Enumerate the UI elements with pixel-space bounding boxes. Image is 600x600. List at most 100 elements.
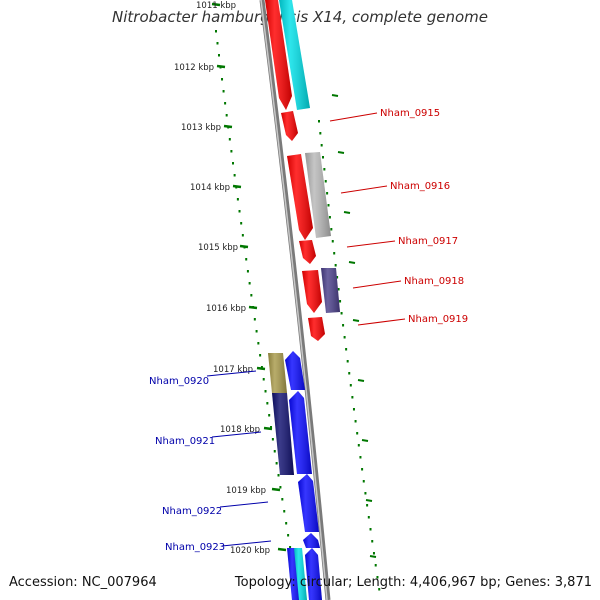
outer-dot bbox=[371, 540, 374, 543]
inner-dot bbox=[238, 210, 241, 213]
inner-dot bbox=[271, 438, 274, 441]
inner-dot bbox=[216, 42, 219, 45]
outer-dot bbox=[345, 348, 348, 351]
inner-dot bbox=[264, 390, 267, 393]
gene-arrow-cyan-shade bbox=[294, 548, 307, 600]
outer-dot bbox=[322, 156, 325, 159]
outer-dot bbox=[349, 384, 352, 387]
gene-label-nham-0917: Nham_0917 bbox=[398, 236, 458, 247]
gene-label-leader bbox=[340, 185, 388, 194]
outer-dot bbox=[339, 300, 342, 303]
outer-dot bbox=[367, 516, 370, 519]
gene-label-leader bbox=[211, 431, 262, 438]
topology-text: Topology: circular; bbox=[234, 575, 353, 590]
scale-tick bbox=[211, 2, 221, 7]
scale-tick bbox=[223, 124, 233, 129]
inner-dot bbox=[240, 222, 243, 225]
gene-arrow-blue-shade bbox=[287, 548, 301, 600]
inner-dot bbox=[273, 450, 276, 453]
scale-tick-label: 1011 kbp bbox=[196, 1, 236, 11]
outer-dot bbox=[327, 204, 330, 207]
inner-dot bbox=[255, 330, 258, 333]
gene-arrow-navy-shade bbox=[272, 393, 294, 475]
outer-dot bbox=[333, 252, 336, 255]
outer-dot bbox=[340, 312, 343, 315]
outer-dot bbox=[354, 420, 357, 423]
gene-label-nham-0918: Nham_0918 bbox=[404, 276, 464, 287]
gene-label-nham-0919: Nham_0919 bbox=[408, 314, 468, 325]
inner-dot bbox=[248, 282, 251, 285]
outer-dot bbox=[369, 528, 372, 531]
outer-dot bbox=[337, 288, 340, 291]
inner-dot bbox=[285, 522, 288, 525]
inner-dot bbox=[228, 138, 231, 141]
inner-dot bbox=[287, 534, 290, 537]
gene-label-leader bbox=[352, 280, 402, 289]
outer-dot bbox=[376, 576, 379, 579]
kbp-scale: 1011 kbp 1012 kbp 1013 kbp 1014 kbp 1015 kbp… bbox=[174, 1, 377, 558]
outer-dot bbox=[342, 324, 345, 327]
inner-dot bbox=[245, 258, 248, 261]
outer-tick-mark bbox=[348, 261, 356, 264]
gene-arrow-blue-shade bbox=[303, 533, 320, 548]
gene-arrow-blue-shade bbox=[305, 548, 322, 600]
accession-text: Accession: NC_007964 bbox=[9, 575, 157, 590]
gene-label-nham-0922: Nham_0922 bbox=[162, 506, 222, 517]
genome-backbone bbox=[259, 0, 331, 600]
outer-dot bbox=[346, 360, 349, 363]
inner-dot bbox=[257, 342, 260, 345]
inner-dot bbox=[262, 378, 265, 381]
outer-tick-mark bbox=[361, 439, 369, 442]
gene-label-nham-0921: Nham_0921 bbox=[155, 436, 215, 447]
scale-tick-label: 1012 kbp bbox=[174, 63, 214, 73]
inner-dot bbox=[268, 414, 271, 417]
outer-dot bbox=[336, 276, 339, 279]
gene-label-leader bbox=[221, 540, 272, 547]
inner-dot bbox=[232, 162, 235, 165]
outer-dot bbox=[366, 504, 369, 507]
outer-dot bbox=[374, 564, 377, 567]
outer-dot bbox=[323, 168, 326, 171]
gene-arrow-red-shade bbox=[308, 317, 325, 341]
gene-arrow-olive-shade bbox=[268, 353, 287, 393]
gene-labels: Nham_0915 Nham_0916 Nham_0917 Nham_0918 Nham… bbox=[149, 108, 468, 553]
genome-stats: Topology: circular; Length: 4,406,967 bp… bbox=[235, 575, 592, 590]
inner-dot bbox=[225, 114, 228, 117]
gene-arrow-red-shade bbox=[302, 270, 322, 313]
outer-dot bbox=[352, 408, 355, 411]
inner-dot bbox=[222, 90, 225, 93]
gene-label-leader bbox=[346, 240, 396, 248]
inner-dot bbox=[266, 402, 269, 405]
inner-dot bbox=[289, 546, 292, 549]
scale-tick bbox=[232, 184, 242, 189]
map-title: Nitrobacter hamburgensis X14, complete g… bbox=[112, 8, 488, 26]
outer-tick-mark bbox=[343, 211, 351, 214]
inner-dot bbox=[260, 366, 263, 369]
scale-tick-label: 1019 kbp bbox=[226, 486, 266, 496]
gene-arrow-red-shade bbox=[287, 154, 313, 240]
inner-dot bbox=[241, 234, 244, 237]
outer-dot bbox=[361, 468, 364, 471]
backbone-line bbox=[259, 0, 331, 600]
inner-dot bbox=[277, 474, 280, 477]
inner-dot bbox=[215, 30, 217, 33]
gene-arrow-red-shade bbox=[265, 0, 292, 110]
scale-tick-label: 1017 kbp bbox=[213, 365, 253, 375]
inner-dot bbox=[224, 102, 227, 105]
outer-tick-mark bbox=[365, 499, 373, 502]
inner-dot bbox=[233, 174, 236, 177]
scale-tick bbox=[263, 426, 273, 431]
inner-dot bbox=[270, 426, 273, 429]
gene-arrow-blue-shade bbox=[298, 474, 319, 532]
gene-arrow-gray-shade bbox=[305, 152, 331, 238]
outer-dot bbox=[324, 180, 327, 183]
outer-dot bbox=[343, 336, 346, 339]
gene-label-leader bbox=[206, 370, 257, 377]
outer-dot bbox=[334, 264, 337, 267]
gene-label-nham-0920: Nham_0920 bbox=[149, 376, 209, 387]
inner-dot bbox=[283, 510, 286, 513]
inner-dot bbox=[246, 270, 249, 273]
gene-label-leader bbox=[219, 501, 269, 508]
outer-dot bbox=[359, 456, 362, 459]
